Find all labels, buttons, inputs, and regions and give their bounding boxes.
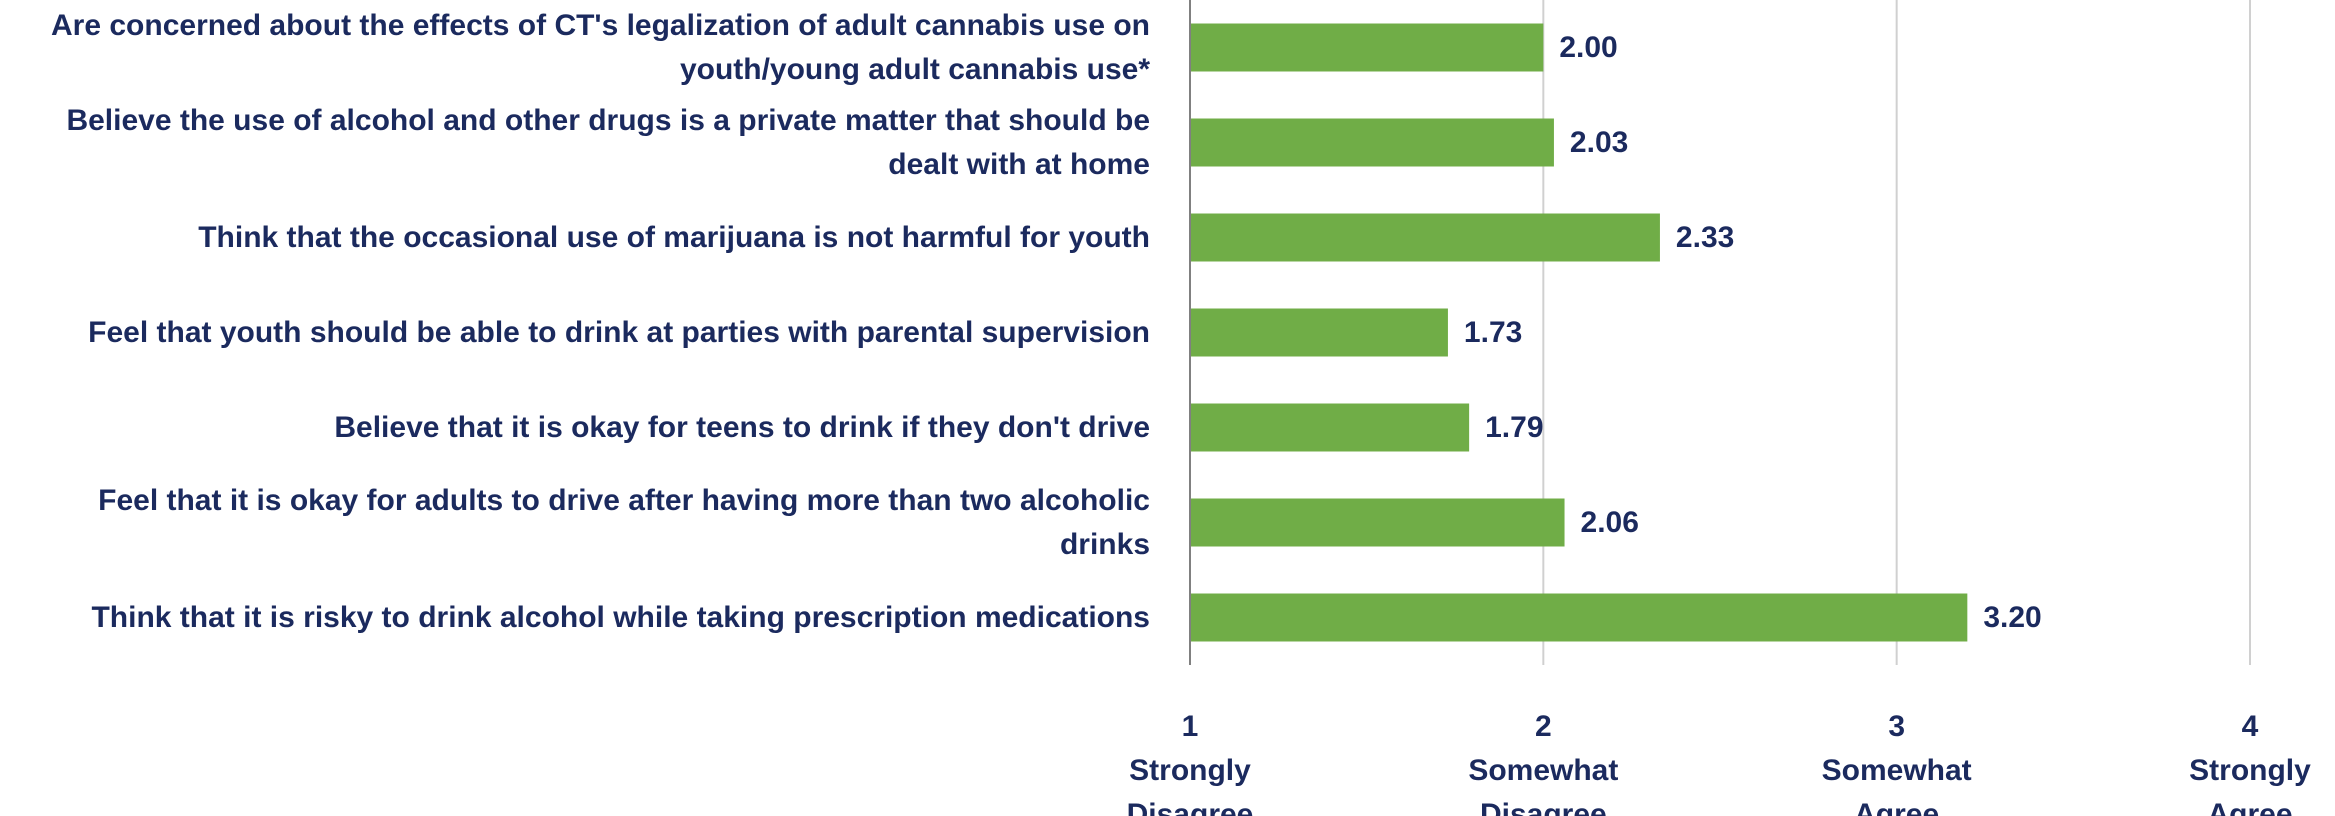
value-label: 1.79 xyxy=(1485,410,1544,444)
category-label: Are concerned about the effects of CT's … xyxy=(51,8,1150,86)
bar xyxy=(1190,23,1544,72)
category-label: Think that it is risky to drink alcohol … xyxy=(91,600,1150,634)
x-tick-label: 1 Strongly Disagree xyxy=(1126,710,1254,816)
x-tick-label: 4 Strongly Agree xyxy=(2189,710,2311,816)
value-label: 1.73 xyxy=(1463,315,1523,349)
x-tick-label: 3 Somewhat Agree xyxy=(1821,710,1972,816)
bar xyxy=(1190,403,1470,452)
x-tick-label: 2 Somewhat Disagree xyxy=(1468,710,1619,816)
value-label: 2.03 xyxy=(1569,125,1629,159)
value-label: 3.20 xyxy=(1983,600,2042,634)
value-label: 2.06 xyxy=(1580,505,1639,539)
value-label: 2.33 xyxy=(1675,220,1735,254)
bar xyxy=(1190,308,1448,357)
category-label: Feel that it is okay for adults to drive… xyxy=(98,483,1150,561)
bar xyxy=(1190,118,1554,167)
category-label: Think that the occasional use of marijua… xyxy=(198,220,1150,254)
bar xyxy=(1190,593,1968,642)
category-label: Believe that it is okay for teens to dri… xyxy=(334,410,1150,444)
value-label: 2.00 xyxy=(1559,30,1618,64)
category-label: Believe the use of alcohol and other dru… xyxy=(66,103,1150,181)
bar xyxy=(1190,498,1565,547)
category-label: Feel that youth should be able to drink … xyxy=(88,315,1150,349)
bar xyxy=(1190,213,1660,262)
